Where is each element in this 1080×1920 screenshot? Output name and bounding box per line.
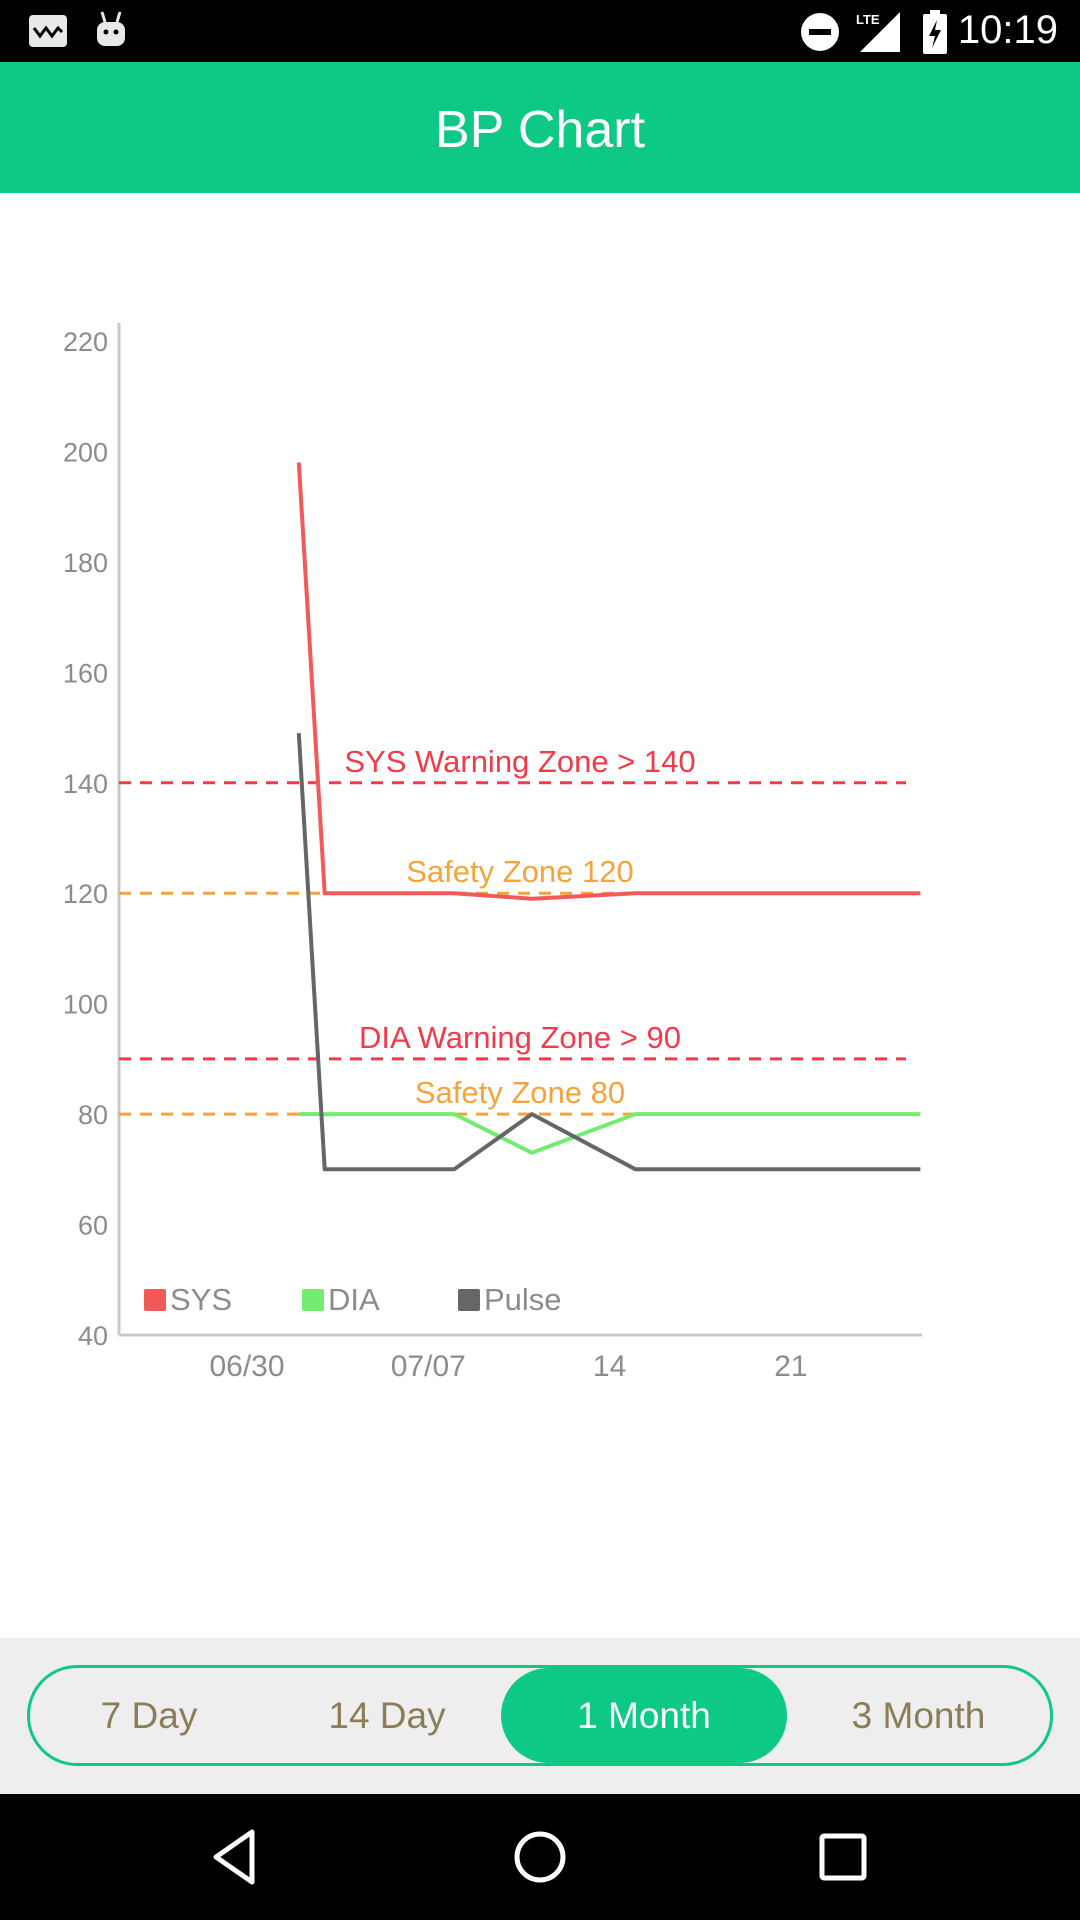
y-tick-label: 220	[63, 327, 108, 357]
y-tick-label: 40	[78, 1321, 108, 1351]
range-option-7-day[interactable]: 7 Day	[100, 1695, 198, 1736]
legend-label-pulse: Pulse	[484, 1282, 562, 1317]
bp-line-chart: 40 60 80 100 120 140 160 180 200 220 06/30 07/07 14 2…	[63, 323, 922, 1383]
range-segmented-control: 7 Day 14 Day 1 Month 3 Month	[27, 1665, 1053, 1766]
range-option-1-month[interactable]: 1 Month	[501, 1668, 787, 1763]
legend-label-dia: DIA	[328, 1282, 380, 1317]
y-tick-label: 200	[63, 437, 108, 467]
navigation-bar	[0, 1794, 1080, 1920]
back-icon[interactable]	[204, 1824, 270, 1890]
range-option-14-day[interactable]: 14 Day	[328, 1695, 446, 1736]
x-tick-label: 06/30	[209, 1350, 284, 1383]
app-bar: BP Chart	[0, 62, 1080, 193]
range-panel: 7 Day 14 Day 1 Month 3 Month	[0, 1638, 1080, 1794]
do-not-disturb-icon	[800, 12, 840, 57]
series-line-pulse	[296, 732, 921, 1172]
legend-swatch-sys	[144, 1289, 166, 1311]
home-icon[interactable]	[507, 1824, 573, 1890]
y-tick-label: 140	[63, 769, 108, 799]
page-title: BP Chart	[434, 101, 646, 159]
status-bar: LTE 10:19	[0, 0, 1080, 62]
series-line-dia	[298, 1112, 921, 1155]
reference-line-label: Safety Zone 120	[406, 854, 634, 889]
status-time: 10:19	[957, 8, 1058, 52]
svg-text:LTE: LTE	[856, 12, 880, 27]
x-tick-label: 14	[593, 1350, 626, 1383]
y-tick-label: 120	[63, 879, 108, 909]
screenshot-notification-icon	[28, 14, 68, 53]
range-option-3-month[interactable]: 3 Month	[851, 1695, 986, 1736]
y-tick-label: 100	[63, 990, 108, 1020]
legend-swatch-dia	[302, 1289, 324, 1311]
y-tick-label: 180	[63, 548, 108, 578]
x-tick-label: 07/07	[391, 1350, 466, 1383]
lte-signal-icon: LTE	[856, 10, 900, 57]
y-tick-label: 60	[78, 1211, 108, 1241]
android-debug-icon	[94, 10, 128, 53]
reference-line-label: Safety Zone 80	[415, 1075, 625, 1110]
legend-label-sys: SYS	[170, 1282, 232, 1317]
y-tick-label: 80	[78, 1100, 108, 1130]
series-line-sys	[296, 462, 921, 901]
y-tick-label: 160	[63, 658, 108, 688]
recents-icon[interactable]	[810, 1824, 876, 1890]
x-tick-label: 21	[774, 1350, 807, 1383]
legend-swatch-pulse	[458, 1289, 480, 1311]
chart-area: 40 60 80 100 120 140 160 180 200 220 06/30 07/07 14 2…	[0, 193, 1080, 1638]
reference-line-label: DIA Warning Zone > 90	[359, 1020, 681, 1055]
battery-charging-icon	[922, 10, 948, 59]
reference-line-label: SYS Warning Zone > 140	[344, 744, 695, 779]
